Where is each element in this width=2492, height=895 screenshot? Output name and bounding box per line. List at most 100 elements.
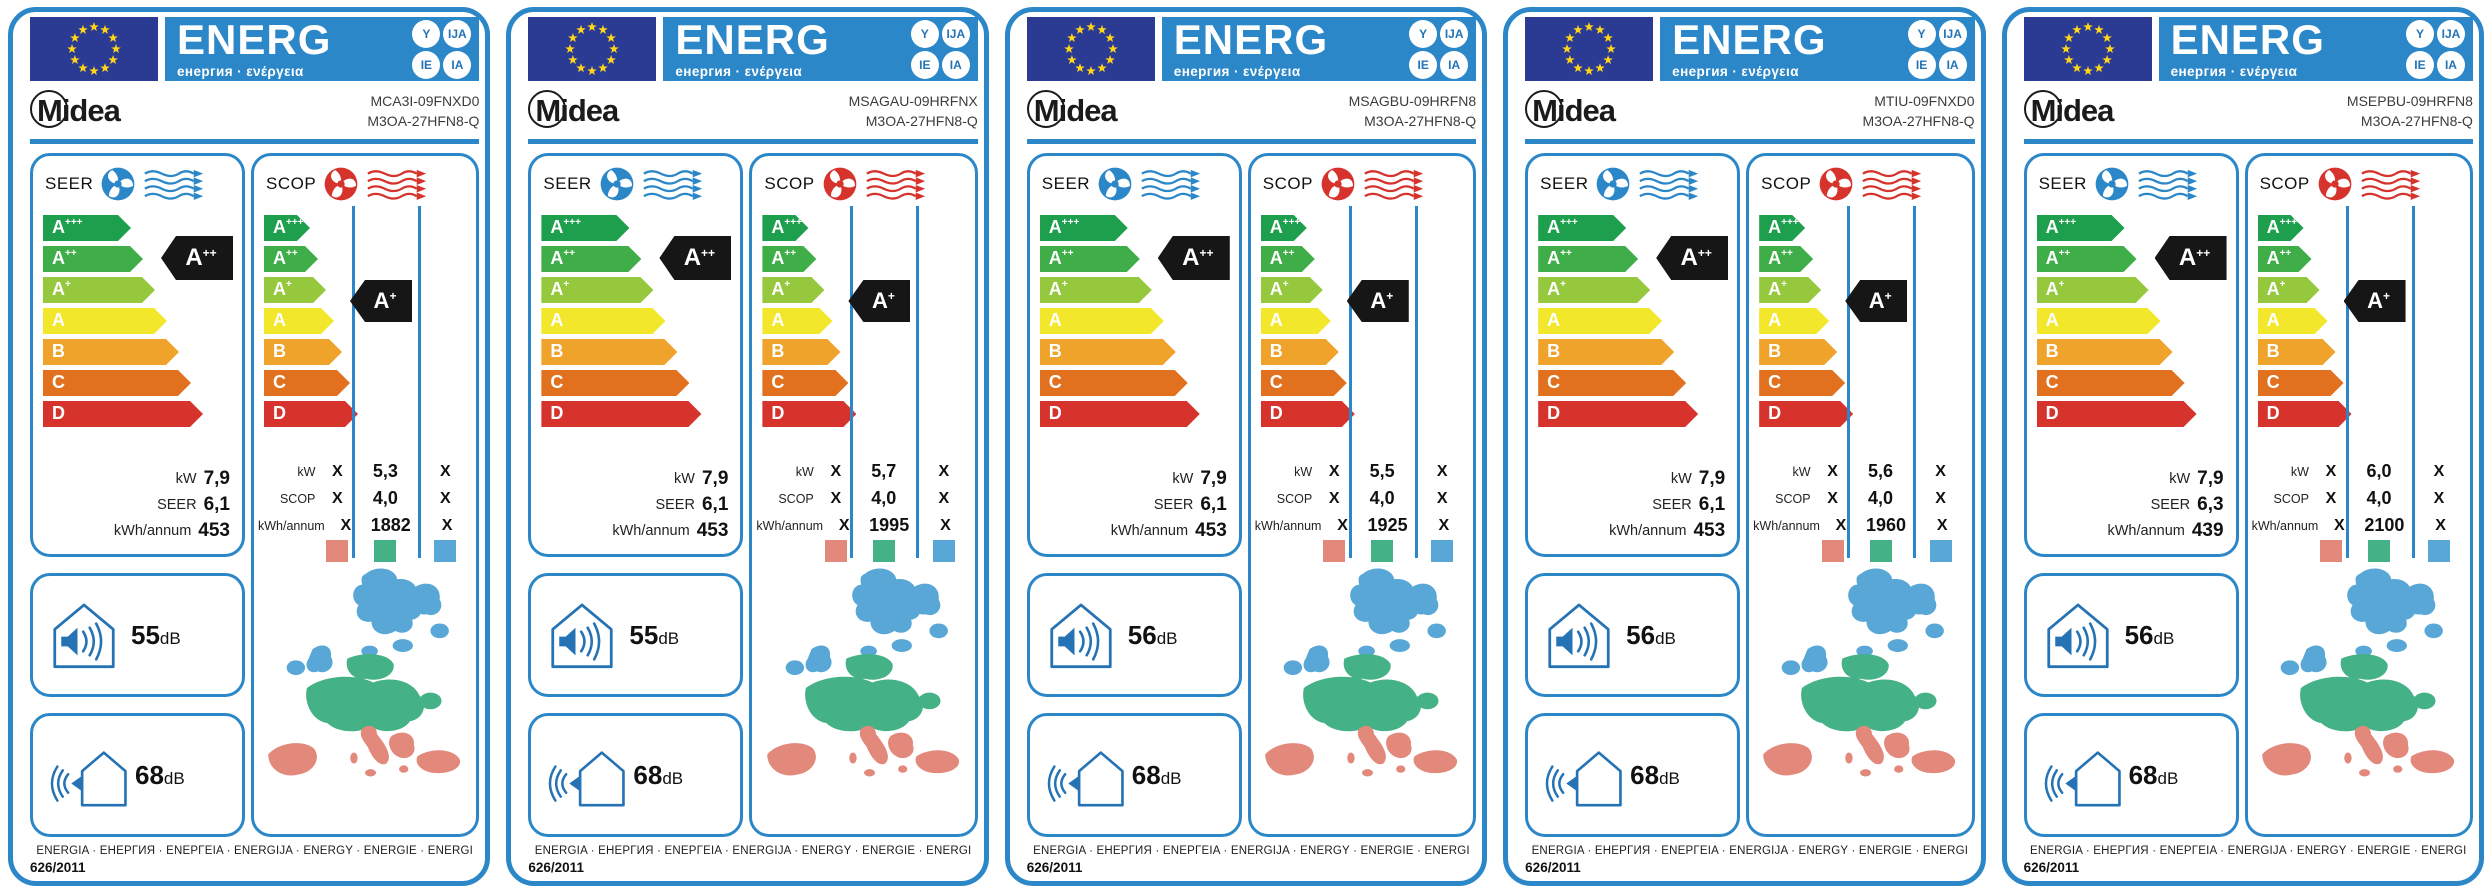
seer-rating-scale: A +++ A ++ A + A B C D	[541, 215, 740, 427]
brand-name: Midea	[1033, 93, 1118, 128]
indoor-noise-box: 55dB	[528, 573, 744, 697]
europe-climate-map	[766, 568, 959, 777]
indoor-noise-icon	[1050, 603, 1112, 669]
brand-model-row: Midea MSEPBU-09HRFN8 M3OA-27HFN8-Q	[2023, 84, 2473, 138]
scop-class-indicator: A +	[1845, 280, 1908, 322]
indoor-noise-box: 56dB	[1026, 573, 1242, 697]
outdoor-noise-value: 68	[633, 759, 663, 790]
regulation-number: 626/2011	[528, 860, 584, 875]
seer-section: SEER	[528, 153, 744, 557]
seer-kw-value: 7,9	[701, 468, 729, 489]
scop-title: SCOP	[1262, 174, 1313, 193]
seer-label: SEER	[1153, 497, 1194, 513]
warmer-climate-square	[1821, 539, 1844, 562]
multilingual-energy-line: ENERGIA · ЕНЕРГИЯ · ΕΝΕΡΓΕΙΑ · ENERGIJA …	[36, 845, 473, 857]
average-climate-square	[1869, 539, 1892, 562]
energy-suffix-circle: IJA	[2436, 19, 2465, 48]
energy-label: ENERG енергия · ενέργεια Y IJA IE IA Mid…	[0, 0, 498, 895]
seer-section: SEER	[1026, 153, 1242, 557]
europe-climate-map	[2261, 568, 2454, 777]
average-climate-square	[1371, 539, 1394, 562]
energ-word: ENERG	[177, 16, 332, 63]
label-header: ENERG енергия · ενέργεια Y IJA IE IA	[528, 17, 978, 81]
colder-zone-scop: X	[2433, 489, 2445, 507]
colder-zone-kwh: X	[940, 516, 951, 534]
outdoor-noise-icon	[50, 751, 127, 807]
seer-kwh-value: 453	[1693, 520, 1726, 541]
indoor-noise-value: 55	[629, 619, 659, 650]
colder-zone-kw: X	[2433, 462, 2445, 480]
seer-kwh-value: 453	[1195, 520, 1227, 541]
rating-arrow: A +	[1759, 277, 1821, 303]
db-unit: dB	[1156, 628, 1178, 648]
climate-legend-squares	[2252, 539, 2466, 566]
average-zone-kw: 5,5	[1369, 461, 1395, 481]
energy-suffix-circle: IE	[1409, 50, 1438, 79]
seer-value: 6,1	[203, 494, 230, 515]
indoor-noise-box: 56dB	[2023, 573, 2239, 697]
rating-arrow: A +	[2037, 277, 2149, 303]
warmer-zone-scop: X	[830, 489, 842, 507]
rating-arrow: A ++	[762, 246, 816, 272]
energy-suffix-circle: IJA	[941, 19, 970, 48]
scop-kwh-row: kWh/annum X 1960 X	[1753, 512, 1967, 539]
rating-arrow: C	[2037, 370, 2185, 396]
rating-arrow: D	[1538, 401, 1698, 427]
colder-zone-kwh: X	[2435, 516, 2446, 534]
rating-arrow: A ++	[1261, 246, 1315, 272]
rating-arrow: A +	[541, 277, 653, 303]
average-climate-square	[374, 539, 397, 562]
rating-arrow: C	[1040, 370, 1188, 396]
header-separator-bar	[528, 139, 978, 144]
midea-logo-ring	[1525, 90, 1564, 128]
brand-name: Midea	[37, 93, 121, 128]
seer-class-indicator: A ++	[1656, 236, 1729, 280]
scop-title: SCOP	[2259, 174, 2310, 193]
colder-zone-scop: X	[938, 489, 950, 507]
warmer-zone-kwh: X	[1337, 516, 1348, 534]
energ-banner: ENERG енергия · ενέργεια Y IJA IE IA	[1660, 17, 1975, 81]
colder-zone-kw: X	[938, 462, 950, 480]
rating-arrow: B	[762, 339, 840, 365]
model-numbers: MCA3I-09FNXD0 M3OA-27HFN8-Q	[367, 91, 479, 132]
outdoor-noise-box: 68dB	[1026, 713, 1242, 837]
climate-zone-divider	[2411, 206, 2415, 558]
heating-fan-icon	[2318, 167, 2352, 201]
energ-subtitle: енергия · ενέργεια	[2170, 64, 2298, 79]
model-indoor-unit: MTIU-09FNXD0	[1874, 92, 1975, 109]
colder-climate-square	[2427, 539, 2450, 562]
rating-arrow: A	[2258, 308, 2328, 334]
cool-airflow-icon	[144, 169, 204, 200]
rating-arrow: A +	[1261, 277, 1323, 303]
outdoor-noise-box: 68dB	[30, 713, 245, 837]
climate-zone-divider	[850, 206, 854, 558]
midea-logo-ring	[2023, 90, 2062, 128]
warmer-zone-scop: X	[1827, 489, 1838, 507]
regulation-number: 626/2011	[30, 860, 86, 875]
scop-rating-scale: A +++ A ++ A + A B C D	[2258, 215, 2470, 427]
europe-climate-map	[1763, 568, 1956, 777]
kw-label: kW	[2169, 471, 2191, 487]
rating-arrow: B	[2037, 339, 2173, 365]
outdoor-noise-icon	[1545, 751, 1622, 807]
rating-arrow: C	[1538, 370, 1686, 396]
model-outdoor-unit: M3OA-27HFN8-Q	[865, 113, 978, 129]
kwh-label: kWh/annum	[1609, 523, 1687, 539]
scop-kwh-row: kWh/annum X 1925 X	[1255, 512, 1469, 539]
warm-airflow-icon	[865, 169, 925, 200]
seer-rating-scale: A +++ A ++ A + A B C D	[1538, 215, 1737, 427]
kw-label: kW	[1172, 471, 1194, 487]
average-zone-scop: 4,0	[1369, 488, 1395, 508]
multilingual-energy-line: ENERGIA · ЕНЕРГИЯ · ΕΝΕΡΓΕΙΑ · ENERGIJA …	[1033, 845, 1470, 857]
rating-arrow: C	[541, 370, 689, 396]
energy-suffix-circle: IJA	[1938, 19, 1967, 48]
warmer-zone-kw: X	[332, 462, 343, 480]
outdoor-noise-value: 68	[1131, 759, 1161, 790]
seer-values: kW 7,9 SEER 6,3 kWh/annum 439	[2107, 466, 2223, 544]
rating-arrow: A ++	[1040, 246, 1140, 272]
multilingual-energy-line: ENERGIA · ЕНЕРГИЯ · ΕΝΕΡΓΕΙΑ · ENERGIJA …	[1531, 845, 1969, 857]
energy-suffix-circle: Y	[1409, 19, 1438, 48]
rating-arrow: A +	[1538, 277, 1650, 303]
scop-section: SCOP	[1247, 153, 1477, 837]
rating-arrow: B	[1261, 339, 1339, 365]
